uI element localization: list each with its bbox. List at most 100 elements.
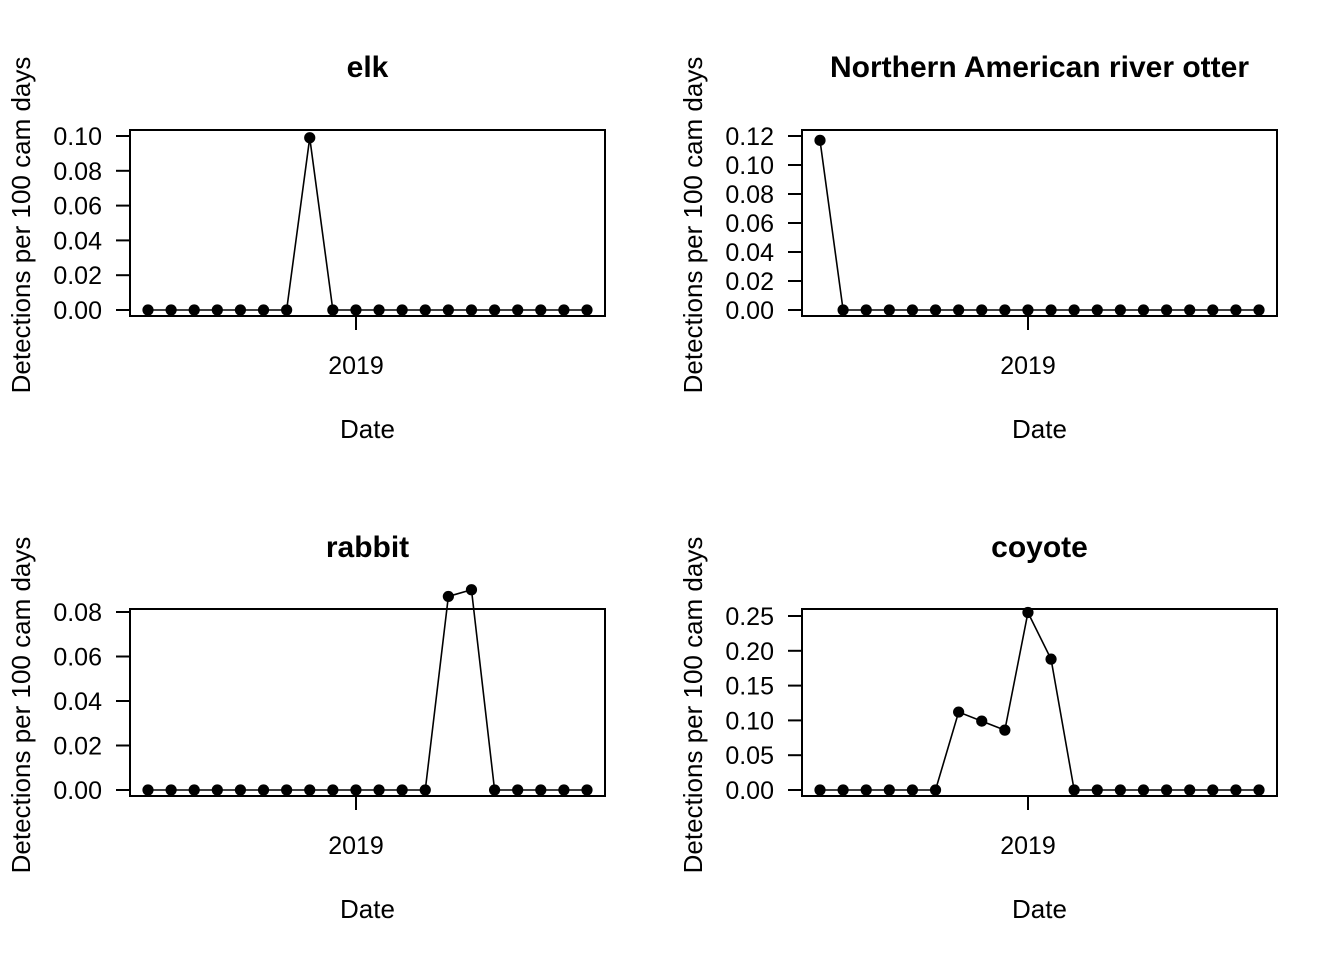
y-tick-label-5: 0.10 [725, 152, 774, 180]
y-tick-label-0: 0.00 [53, 297, 102, 325]
data-point [1022, 606, 1034, 619]
data-point [234, 784, 247, 796]
data-point [419, 304, 431, 316]
data-point [953, 304, 965, 316]
data-point [1022, 304, 1034, 316]
data-point [860, 784, 872, 796]
y-tick-label-0: 0.00 [725, 297, 774, 325]
data-point [1253, 304, 1265, 316]
y-tick-label-1: 0.05 [725, 742, 774, 770]
data-point [465, 304, 478, 316]
series-line [148, 137, 587, 311]
data-point [1068, 304, 1080, 316]
data-point [1160, 784, 1173, 796]
chart-title: elk [347, 51, 389, 84]
data-point [976, 304, 988, 316]
data-point [350, 304, 362, 316]
y-tick-label-4: 0.08 [53, 599, 102, 627]
data-point [1137, 784, 1150, 796]
y-tick-label-1: 0.02 [53, 733, 102, 761]
series-line [148, 588, 587, 791]
chart-title: coyote [991, 531, 1088, 564]
x-axis-label: Date [340, 414, 395, 444]
data-point [396, 304, 408, 316]
data-point [999, 724, 1011, 736]
data-point [953, 706, 965, 718]
plot-frame [801, 129, 1278, 317]
data-point [257, 784, 270, 796]
data-point [558, 784, 570, 796]
data-point [1045, 653, 1057, 665]
data-point [1160, 304, 1173, 316]
data-point [1091, 304, 1103, 316]
data-point [1253, 784, 1265, 796]
y-axis-label: Detections per 100 cam days [678, 537, 708, 874]
y-tick-label-1: 0.02 [53, 262, 102, 290]
data-point [281, 304, 293, 316]
data-point [396, 784, 408, 796]
y-tick-label-5: 0.25 [725, 603, 774, 631]
data-point [1184, 784, 1196, 796]
data-point [929, 784, 942, 796]
y-tick-label-2: 0.10 [725, 707, 774, 735]
y-tick-label-2: 0.04 [53, 227, 102, 255]
y-tick-label-6: 0.12 [725, 123, 774, 151]
data-point [512, 304, 524, 316]
data-point [373, 784, 385, 796]
data-point [281, 784, 293, 796]
y-axis-label: Detections per 100 cam days [678, 57, 708, 394]
data-point [373, 304, 385, 316]
data-point [535, 304, 547, 316]
data-point [142, 784, 154, 796]
y-tick-label-1: 0.02 [725, 268, 774, 296]
data-point [1114, 304, 1126, 316]
chart-title: Northern American river otter [830, 51, 1249, 84]
data-point [488, 784, 501, 796]
y-tick-label-3: 0.06 [53, 193, 102, 221]
data-point [1091, 784, 1103, 796]
series-line [820, 610, 1259, 791]
y-tick-label-3: 0.15 [725, 673, 774, 701]
data-point [465, 584, 478, 596]
y-tick-label-0: 0.00 [53, 777, 102, 805]
data-point [442, 304, 454, 316]
x-tick-label-0: 2019 [1000, 832, 1056, 860]
data-point [257, 304, 270, 316]
data-point [234, 304, 247, 316]
data-point [837, 304, 849, 316]
plot-frame [129, 129, 606, 317]
data-point [814, 784, 826, 796]
data-point [142, 304, 154, 316]
data-point [442, 590, 454, 603]
data-point [1184, 304, 1196, 316]
data-point [188, 304, 200, 316]
data-point [976, 715, 988, 727]
y-tick-label-2: 0.04 [725, 239, 774, 267]
data-point [188, 784, 200, 796]
data-point [999, 304, 1011, 316]
data-point [512, 784, 524, 796]
data-point [1045, 304, 1057, 316]
y-tick-label-0: 0.00 [725, 777, 774, 805]
x-axis-label: Date [1012, 894, 1067, 924]
x-tick-label-0: 2019 [328, 832, 384, 860]
data-point [883, 784, 895, 796]
data-point [419, 784, 431, 796]
y-axis-label: Detections per 100 cam days [6, 57, 36, 394]
y-axis-label: Detections per 100 cam days [6, 537, 36, 874]
data-point [929, 304, 942, 316]
data-point [1068, 784, 1080, 796]
plot-frame [129, 608, 606, 797]
y-tick-label-3: 0.06 [53, 644, 102, 672]
data-point [1230, 304, 1242, 316]
data-point [535, 784, 547, 796]
x-axis-label: Date [1012, 414, 1067, 444]
data-point [906, 304, 919, 316]
data-point [304, 784, 316, 796]
data-point [1114, 784, 1126, 796]
data-point [1230, 784, 1242, 796]
chart-title: rabbit [326, 531, 409, 564]
data-point [906, 784, 919, 796]
data-point [350, 784, 362, 796]
